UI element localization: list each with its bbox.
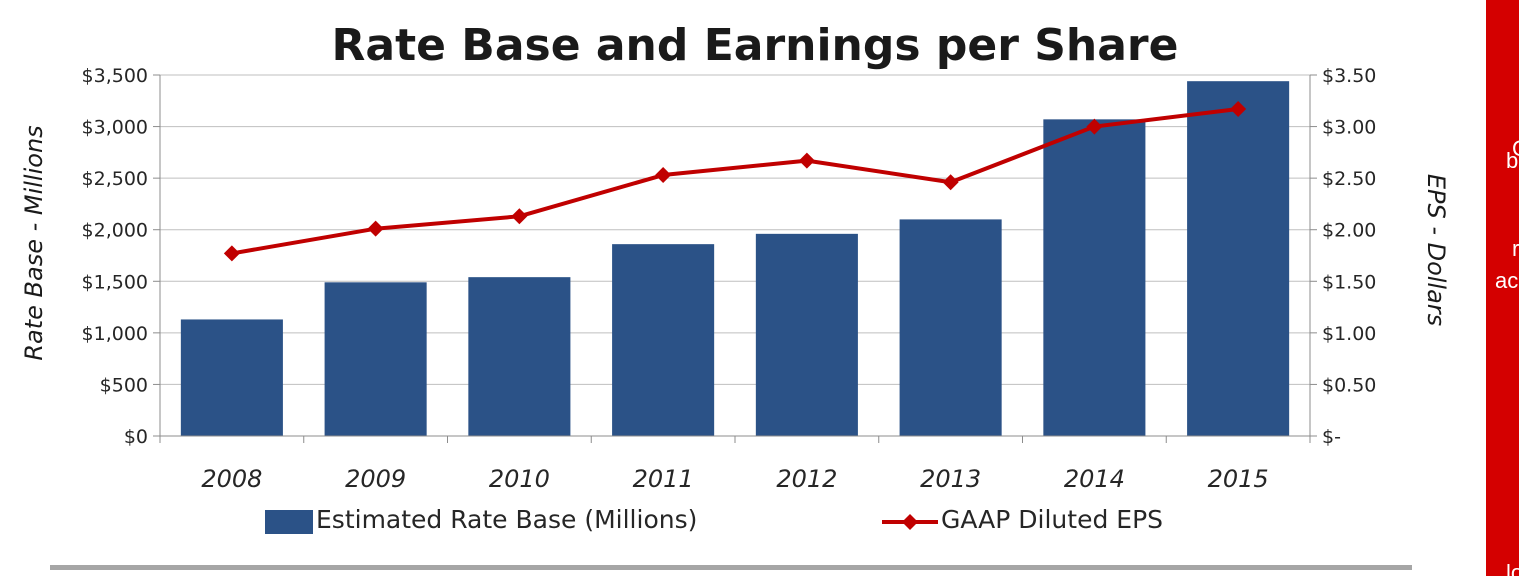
y2-axis-label: EPS - Dollars: [1422, 174, 1450, 326]
eps-point-2012: [798, 152, 815, 169]
bar-2008: [180, 319, 283, 436]
y-tick-label: $3,000: [82, 117, 148, 139]
legend-line-marker: [882, 514, 938, 530]
side-text-2: b: [1506, 148, 1519, 173]
y2-tick-label: $3.00: [1322, 117, 1376, 139]
side-panel: C b r ac lo: [1486, 0, 1519, 576]
y-tick-label: $2,000: [82, 220, 148, 242]
y-tick-label: $1,000: [82, 323, 148, 345]
eps-point-2011: [655, 167, 672, 184]
x-tick-label: 2015: [1208, 465, 1269, 493]
eps-polyline: [231, 107, 1239, 256]
eps-point-2010: [511, 208, 528, 225]
bar-2011: [612, 244, 715, 436]
y-tick-label: $500: [100, 374, 148, 396]
eps-line: [223, 101, 1247, 262]
y2-tick-label: $2.00: [1322, 220, 1376, 242]
bar-2015: [1187, 81, 1290, 436]
eps-point-2009: [367, 220, 384, 237]
eps-point-2014: [1086, 118, 1103, 135]
tick-labels: $0 $- $500 $0.50 $1,000 $1.00 $1,500 $1.50 $2,00…: [82, 65, 1377, 493]
legend-swatch-rate-base: [265, 510, 313, 534]
x-tick-label: 2014: [1064, 465, 1125, 493]
bar-2010: [468, 277, 571, 436]
eps-point-2013: [942, 174, 959, 191]
x-tick-label: 2012: [776, 465, 837, 493]
y2-tick-label: $1.00: [1322, 323, 1376, 345]
x-tick-label: 2010: [489, 465, 550, 493]
y2-tick-label: $1.50: [1322, 271, 1376, 293]
eps-point-2015: [1230, 101, 1247, 118]
chart-title: Rate Base and Earnings per Share: [332, 20, 1179, 71]
chart: Rate Base and Earnings per Share $0 $- $50…: [20, 20, 1450, 530]
y2-tick-label: $2.50: [1322, 168, 1376, 190]
x-tick-label: 2009: [345, 465, 406, 493]
x-tick-label: 2013: [920, 465, 981, 493]
y-tick-label: $3,500: [82, 65, 148, 87]
side-text-3: r: [1512, 236, 1519, 261]
bar-2014: [1043, 119, 1146, 436]
side-text-5: lo: [1506, 560, 1519, 576]
y2-tick-label: $0.50: [1322, 374, 1376, 396]
bar-2009: [324, 282, 427, 436]
side-text-4: ac: [1495, 268, 1519, 293]
y2-tick-label: $3.50: [1322, 65, 1376, 87]
y-tick-label: $1,500: [82, 271, 148, 293]
legend-label-rate-base: Estimated Rate Base (Millions): [316, 505, 698, 534]
y-tick-label: $0: [124, 426, 148, 448]
y2-tick-label: $-: [1322, 426, 1341, 448]
y-tick-label: $2,500: [82, 168, 148, 190]
eps-point-2008: [223, 245, 240, 262]
x-tick-label: 2011: [633, 465, 694, 493]
axes: [153, 74, 1317, 443]
x-tick-label: 2008: [201, 465, 262, 493]
bottom-divider: [50, 565, 1412, 570]
side-text-1: C: [1512, 136, 1519, 162]
bar-2013: [899, 219, 1002, 436]
bar-2012: [755, 233, 858, 436]
legend-label-eps: GAAP Diluted EPS: [941, 505, 1164, 534]
y-axis-label: Rate Base - Millions: [20, 125, 48, 360]
bars: [180, 81, 1290, 436]
